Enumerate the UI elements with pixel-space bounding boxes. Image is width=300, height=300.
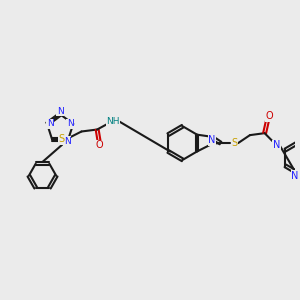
Text: N: N: [67, 119, 74, 128]
Text: S: S: [231, 138, 237, 148]
Text: N: N: [47, 119, 53, 128]
Text: O: O: [95, 140, 103, 150]
Text: NH: NH: [106, 117, 120, 126]
Text: N: N: [64, 137, 70, 146]
Text: N: N: [208, 135, 215, 145]
Text: O: O: [266, 111, 273, 121]
Text: S: S: [59, 134, 65, 144]
Text: S: S: [209, 136, 215, 146]
Text: N: N: [291, 171, 298, 181]
Text: N: N: [57, 107, 64, 116]
Text: N: N: [273, 140, 280, 150]
